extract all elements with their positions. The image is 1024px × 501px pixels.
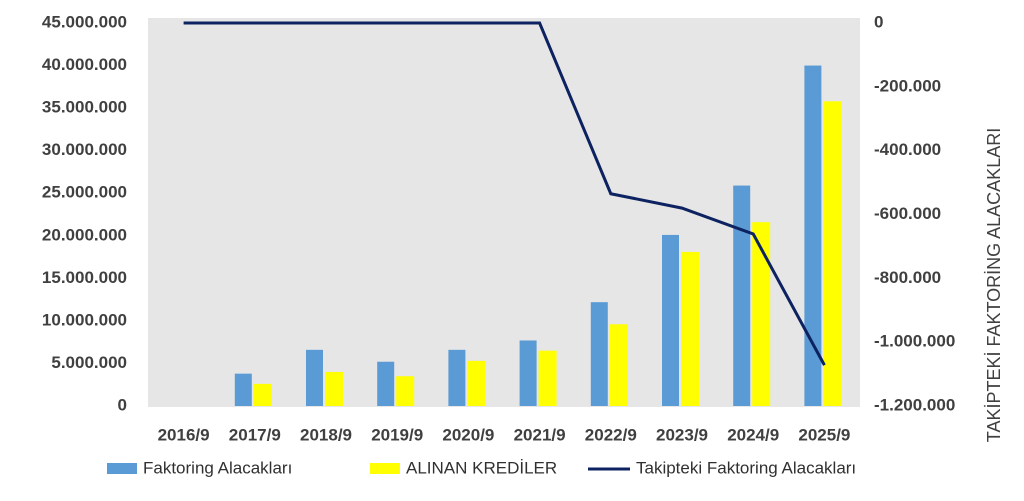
y-tick-label: 20.000.000 bbox=[42, 225, 127, 244]
x-tick-label: 2018/9 bbox=[300, 425, 352, 444]
y-tick-label: 15.000.000 bbox=[42, 268, 127, 287]
legend-entry: Takipteki Faktoring Alacakları bbox=[636, 458, 856, 477]
y-tick-label: 25.000.000 bbox=[42, 183, 127, 202]
bar bbox=[681, 251, 699, 406]
bar bbox=[396, 376, 415, 406]
y2-tick-label: -200.000 bbox=[874, 76, 941, 95]
legend-swatch bbox=[370, 463, 400, 474]
bar bbox=[662, 234, 679, 406]
bar bbox=[519, 340, 537, 406]
bar bbox=[823, 101, 842, 407]
legend-entry: ALINAN KREDİLER bbox=[406, 458, 557, 477]
bar bbox=[538, 350, 557, 406]
y2-tick-label: -800.000 bbox=[874, 268, 941, 287]
x-tick-label: 2023/9 bbox=[656, 425, 708, 444]
legend-swatch bbox=[107, 463, 137, 474]
y-tick-label: 30.000.000 bbox=[42, 140, 127, 159]
x-tick-label: 2022/9 bbox=[585, 425, 637, 444]
y-tick-label: 5.000.000 bbox=[51, 353, 127, 372]
bar bbox=[752, 222, 771, 406]
bar bbox=[377, 361, 395, 406]
y-tick-label: 10.000.000 bbox=[42, 310, 127, 329]
x-tick-label: 2019/9 bbox=[371, 425, 423, 444]
y-tick-label: 45.000.000 bbox=[42, 12, 127, 31]
x-tick-label: 2020/9 bbox=[442, 425, 494, 444]
y2-tick-label: -600.000 bbox=[874, 204, 941, 223]
bar bbox=[804, 65, 822, 407]
x-tick-label: 2024/9 bbox=[727, 425, 779, 444]
bar bbox=[733, 185, 751, 406]
bar bbox=[306, 349, 323, 406]
bar bbox=[325, 371, 343, 406]
bar bbox=[467, 360, 486, 406]
legend-entry: Faktoring Alacakları bbox=[143, 458, 292, 477]
line-series bbox=[183, 21, 826, 366]
bar bbox=[448, 349, 466, 406]
x-tick-label: 2016/9 bbox=[158, 425, 210, 444]
y-tick-label: 35.000.000 bbox=[42, 98, 127, 117]
y-tick-label: 40.000.000 bbox=[42, 55, 127, 74]
y2-tick-label: 0 bbox=[874, 12, 883, 31]
y2-tick-label: -1.200.000 bbox=[874, 395, 955, 414]
x-tick-label: 2017/9 bbox=[229, 425, 281, 444]
x-tick-label: 2021/9 bbox=[514, 425, 566, 444]
x-tick-label: 2025/9 bbox=[798, 425, 850, 444]
y-tick-label: 0 bbox=[118, 395, 127, 414]
bar bbox=[590, 302, 608, 406]
bar bbox=[609, 324, 628, 406]
y2-tick-label: -400.000 bbox=[874, 140, 941, 159]
bar bbox=[234, 373, 252, 406]
bar bbox=[253, 383, 272, 406]
y2-tick-label: -1.000.000 bbox=[874, 332, 955, 351]
y2-axis-title: TAKİPTEKİ FAKTORİNG ALACAKLARI bbox=[984, 128, 1004, 442]
